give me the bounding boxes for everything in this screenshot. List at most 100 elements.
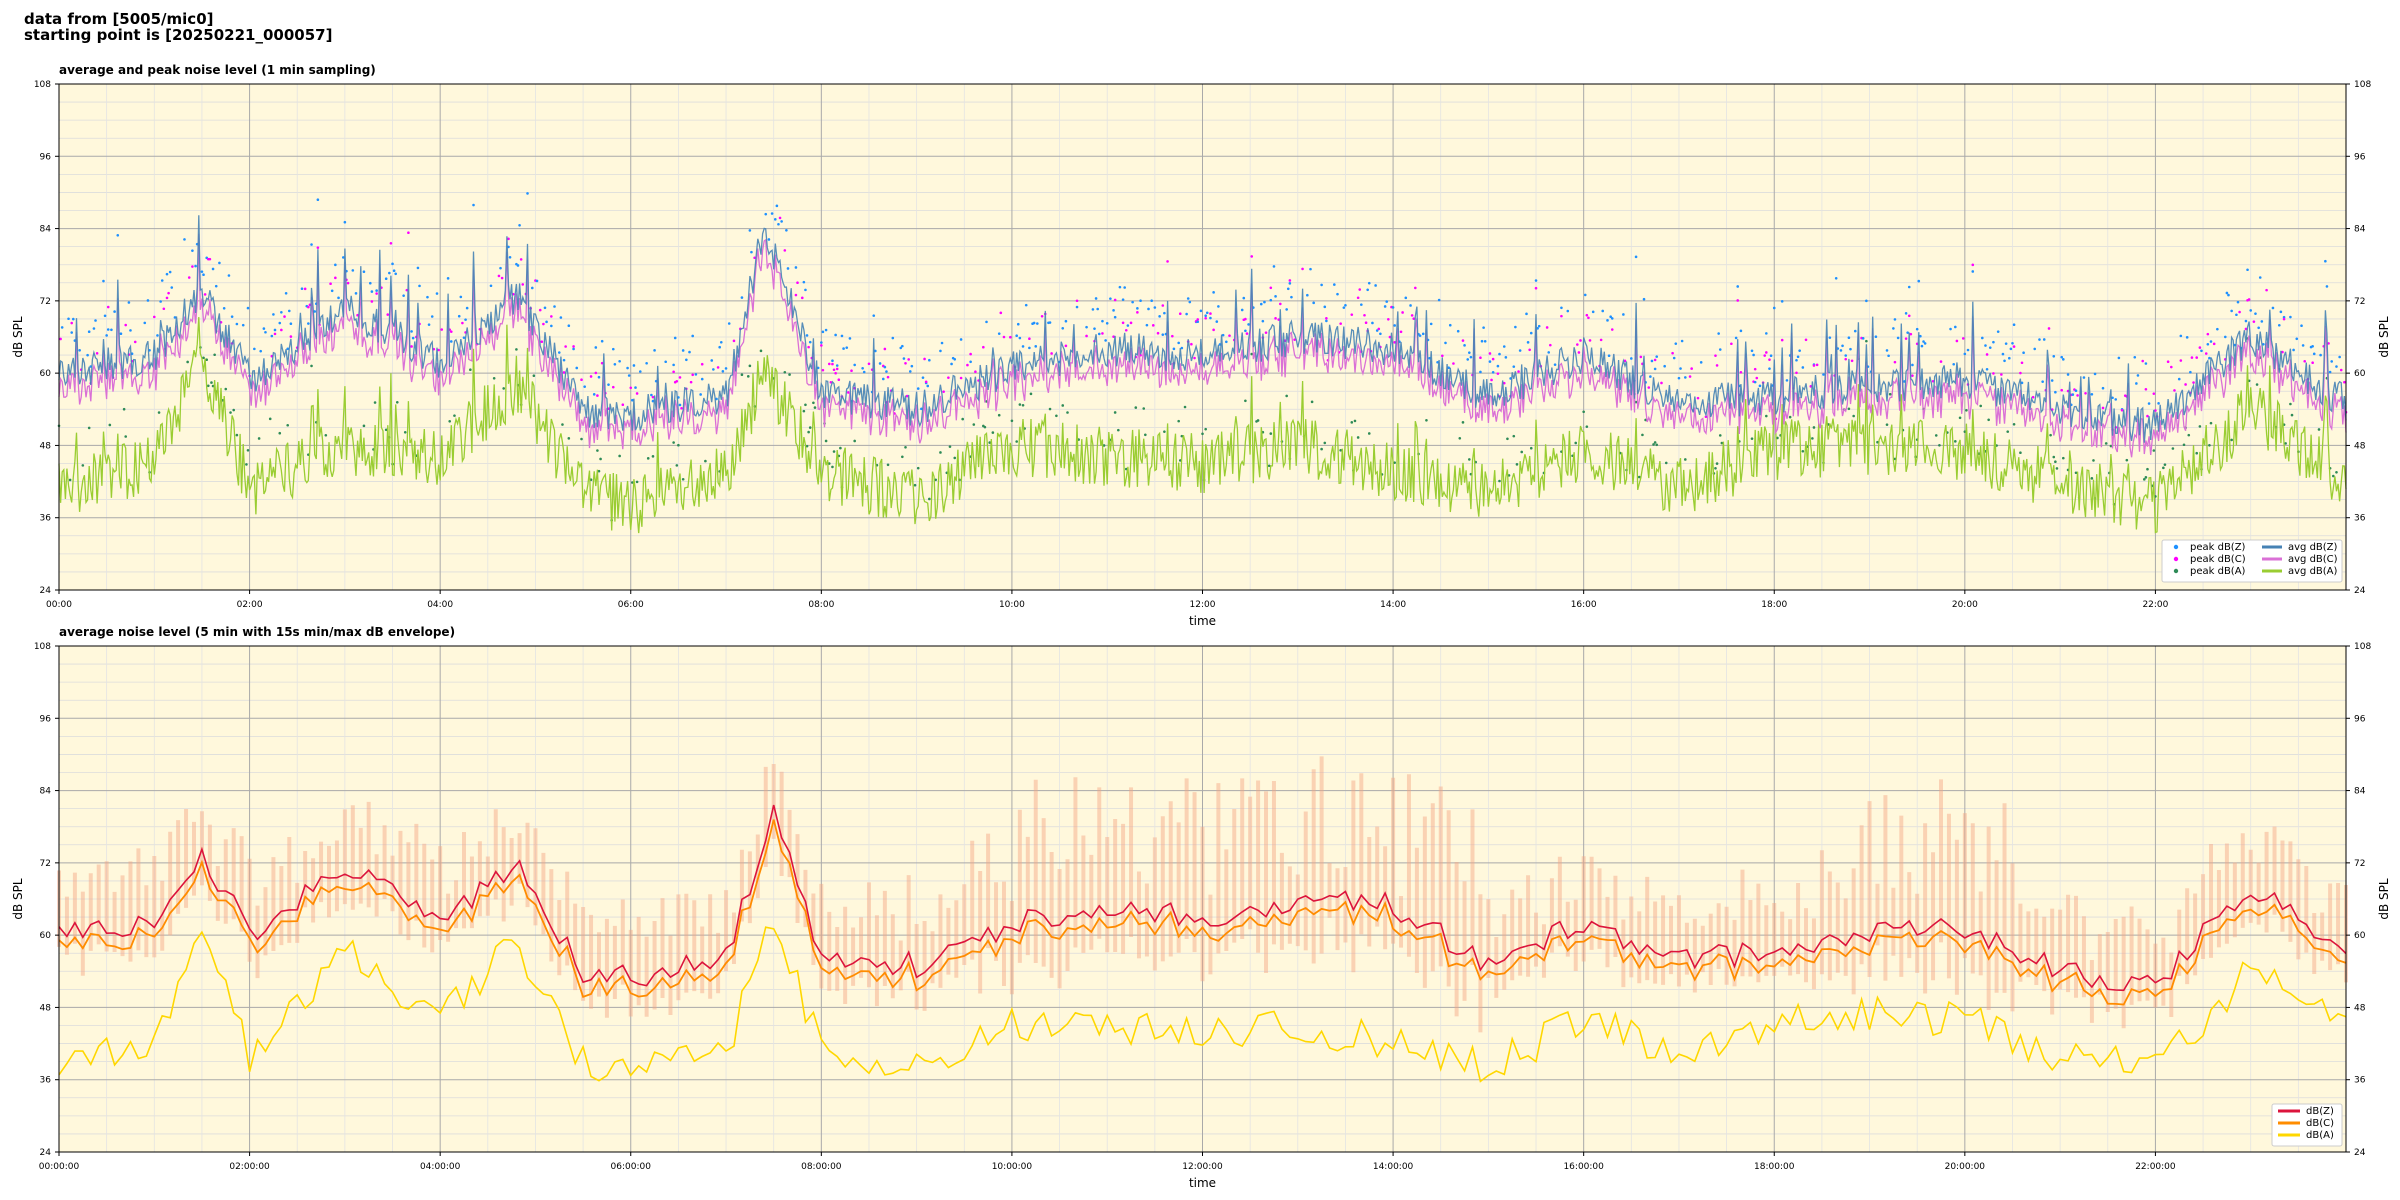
peak-a-point (1852, 414, 1855, 418)
peak-a-point (2162, 466, 2165, 470)
peak-c-point (1196, 318, 1200, 321)
peak-z-point (1795, 358, 1798, 362)
peak-c-point (521, 283, 525, 286)
peak-z-point (1525, 312, 1528, 316)
peak-z-point (2338, 355, 2341, 359)
peak-c-point (410, 345, 413, 348)
peak-z-point (1429, 322, 1433, 326)
peak-z-point (1892, 327, 1895, 330)
peak-z-point (908, 370, 912, 373)
x-tick-label: 08:00:00 (801, 1162, 842, 1172)
peak-c-point (1736, 299, 1740, 302)
peak-z-point (1988, 346, 1992, 349)
peak-z-point (1672, 356, 1676, 360)
peak-c-point (969, 352, 972, 356)
peak-a-point (384, 428, 388, 432)
peak-z-point (253, 347, 256, 351)
peak-a-point (1750, 437, 1754, 440)
x-tick-label: 08:00 (808, 600, 834, 610)
peak-c-point (1971, 263, 1975, 267)
peak-c-point (966, 363, 969, 367)
peak-a-point (804, 403, 807, 407)
peak-z-point (613, 362, 617, 366)
series-c-line (58, 819, 2347, 1006)
peak-z-point (435, 292, 439, 295)
peak-z-point (997, 332, 1001, 335)
peak-z-point (2003, 359, 2006, 363)
peak-c-point (1844, 357, 1848, 361)
peak-a-point (210, 381, 213, 384)
peak-c-point (1441, 354, 1444, 358)
peak-z-point (1469, 355, 1473, 359)
peak-z-point (2090, 392, 2094, 396)
peak-z-point (2208, 356, 2211, 360)
peak-c-point (283, 315, 286, 318)
peak-c-point (1050, 352, 1053, 355)
peak-z-point (183, 238, 186, 241)
peak-z-point (2177, 377, 2181, 381)
peak-z-point (2009, 347, 2013, 351)
peak-z-point (462, 336, 466, 339)
peak-z-point (300, 287, 304, 290)
peak-c-point (167, 291, 170, 295)
peak-a-point (2146, 467, 2149, 471)
peak-z-point (1553, 363, 1557, 366)
peak-a-point (1134, 406, 1138, 409)
peak-c-point (827, 362, 831, 366)
peak-z-point (1018, 336, 1022, 340)
peak-z-point (611, 347, 615, 351)
peak-z-point (165, 272, 169, 276)
peak-z-point (1309, 267, 1312, 271)
peak-z-point (499, 266, 502, 270)
peak-a-point (403, 430, 407, 434)
peak-c-point (1479, 356, 1482, 360)
peak-c-point (2020, 361, 2024, 365)
peak-a-point (1015, 440, 1018, 443)
peak-z-point (1272, 265, 1276, 268)
peak-z-point (700, 377, 704, 381)
peak-c-point (2047, 327, 2051, 330)
peak-z-point (1061, 326, 1065, 330)
peak-a-point (812, 401, 815, 405)
peak-z-point (1992, 340, 1995, 344)
panel-1: 24 24 36 36 48 48 60 60 72 72 84 84 96 96 108 108 00:00 0… (11, 63, 2391, 628)
peak-a-point (1653, 441, 1657, 444)
x-tick-label: 22:00 (2142, 600, 2168, 610)
peak-c-point (1387, 317, 1390, 321)
peak-a-point (1142, 407, 1146, 410)
peak-a-point (2198, 425, 2202, 428)
peak-a-point (2019, 451, 2022, 455)
peak-z-point (1153, 306, 1157, 309)
peak-a-point (1655, 443, 1659, 447)
peak-a-point (235, 433, 239, 437)
peak-z-point (2038, 338, 2041, 341)
peak-c-point (1639, 355, 1643, 359)
peak-a-point (635, 480, 639, 484)
peak-a-point (1055, 414, 1058, 418)
peak-z-point (457, 314, 461, 318)
peak-z-point (427, 323, 431, 326)
peak-c-point (700, 362, 704, 366)
peak-z-point (1887, 354, 1890, 358)
peak-z-point (1736, 285, 1740, 288)
peak-a-point (157, 411, 161, 414)
peak-c-point (982, 345, 985, 349)
peak-a-point (1066, 411, 1069, 414)
peak-z-point (1923, 342, 1927, 345)
peak-c-point (2076, 394, 2079, 397)
peak-c-point (1579, 339, 1582, 342)
peak-z-point (1217, 305, 1220, 308)
peak-a-point (928, 497, 931, 501)
peak-z-point (862, 370, 866, 374)
x-tick-label: 14:00 (1380, 600, 1406, 610)
peak-z-point (388, 271, 391, 275)
peak-z-point (626, 366, 629, 370)
peak-z-point (472, 203, 475, 207)
peak-z-point (1118, 285, 1122, 289)
peak-z-point (678, 403, 682, 407)
peak-a-point (1267, 464, 1271, 468)
peak-z-point (1861, 337, 1865, 340)
peak-z-point (575, 366, 579, 370)
peak-a-point (681, 477, 685, 481)
peak-z-point (650, 393, 653, 397)
